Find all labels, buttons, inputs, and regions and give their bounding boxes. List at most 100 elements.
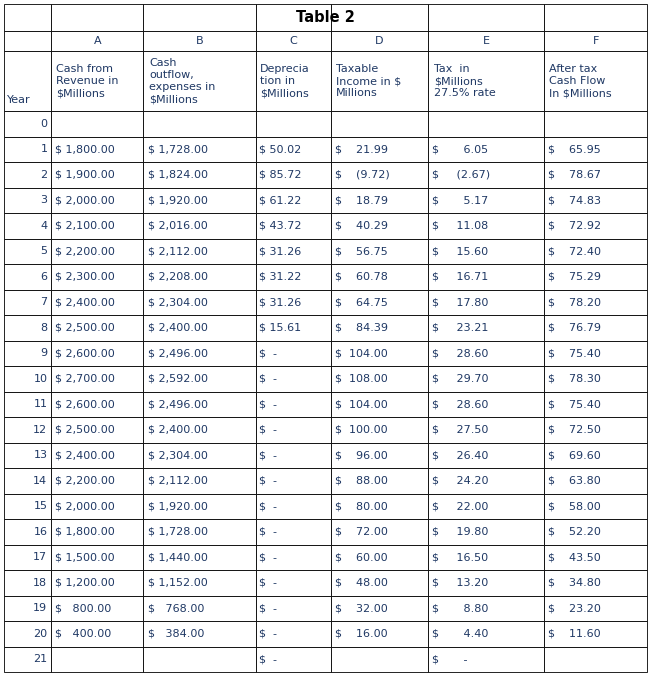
Text: $    72.50: $ 72.50 xyxy=(548,425,602,435)
Text: $     22.00: $ 22.00 xyxy=(432,501,489,511)
Bar xyxy=(4,239,51,264)
Bar xyxy=(256,646,331,672)
Bar xyxy=(428,468,544,493)
Bar xyxy=(143,519,256,544)
Bar xyxy=(256,111,331,137)
Bar xyxy=(544,341,647,366)
Text: $ 61.22: $ 61.22 xyxy=(260,195,302,206)
Text: $   384.00: $ 384.00 xyxy=(148,629,204,639)
Text: $       -: $ - xyxy=(432,654,468,665)
Text: $       6.05: $ 6.05 xyxy=(432,144,489,154)
Text: $    32.00: $ 32.00 xyxy=(335,603,387,613)
Bar xyxy=(331,366,428,391)
Bar xyxy=(143,596,256,621)
Bar xyxy=(4,137,51,162)
Text: $       4.40: $ 4.40 xyxy=(432,629,489,639)
Text: Year: Year xyxy=(7,95,31,105)
Bar xyxy=(544,621,647,646)
Text: $  -: $ - xyxy=(260,552,277,562)
Bar xyxy=(428,366,544,391)
Text: $    96.00: $ 96.00 xyxy=(335,450,387,460)
Bar xyxy=(428,137,544,162)
Bar xyxy=(331,519,428,544)
Text: 15: 15 xyxy=(33,501,48,511)
Bar xyxy=(428,315,544,341)
Text: $    88.00: $ 88.00 xyxy=(335,476,387,486)
Bar xyxy=(143,289,256,315)
Bar xyxy=(143,493,256,519)
Bar xyxy=(428,417,544,443)
Bar xyxy=(544,468,647,493)
Bar xyxy=(544,162,647,187)
Bar xyxy=(256,519,331,544)
Text: $ 2,600.00: $ 2,600.00 xyxy=(55,400,115,409)
Bar xyxy=(544,264,647,289)
Bar xyxy=(256,468,331,493)
Bar xyxy=(331,544,428,570)
Bar xyxy=(544,111,647,137)
Bar xyxy=(428,239,544,264)
Bar xyxy=(428,570,544,596)
Text: 5: 5 xyxy=(40,246,48,256)
Bar xyxy=(4,443,51,468)
Bar xyxy=(51,4,143,31)
Bar xyxy=(51,264,143,289)
Text: $    84.39: $ 84.39 xyxy=(335,322,387,333)
Bar xyxy=(143,391,256,417)
Text: $    18.79: $ 18.79 xyxy=(335,195,387,206)
Text: $    78.67: $ 78.67 xyxy=(548,170,602,180)
Text: $ 1,728.00: $ 1,728.00 xyxy=(148,527,208,537)
Text: $       5.17: $ 5.17 xyxy=(432,195,489,206)
Text: $ 2,300.00: $ 2,300.00 xyxy=(55,272,115,282)
Text: $ 85.72: $ 85.72 xyxy=(260,170,302,180)
Text: $    72.92: $ 72.92 xyxy=(548,221,602,231)
Text: $    56.75: $ 56.75 xyxy=(335,246,387,256)
Bar xyxy=(4,391,51,417)
Bar xyxy=(51,289,143,315)
Bar xyxy=(428,519,544,544)
Text: $    52.20: $ 52.20 xyxy=(548,527,602,537)
Bar xyxy=(428,646,544,672)
Text: $ 2,100.00: $ 2,100.00 xyxy=(55,221,115,231)
Text: $ 2,496.00: $ 2,496.00 xyxy=(148,348,208,358)
Text: $     (2.67): $ (2.67) xyxy=(432,170,491,180)
Bar xyxy=(51,646,143,672)
Text: $ 31.26: $ 31.26 xyxy=(260,297,301,308)
Bar xyxy=(331,264,428,289)
Bar xyxy=(544,519,647,544)
Bar xyxy=(331,417,428,443)
Text: $     13.20: $ 13.20 xyxy=(432,578,489,587)
Text: 13: 13 xyxy=(33,450,48,460)
Text: $  -: $ - xyxy=(260,425,277,435)
Bar xyxy=(143,162,256,187)
Text: $    60.00: $ 60.00 xyxy=(335,552,387,562)
Text: $  100.00: $ 100.00 xyxy=(335,425,387,435)
Text: $  -: $ - xyxy=(260,527,277,537)
Bar xyxy=(4,264,51,289)
Bar xyxy=(51,493,143,519)
Bar xyxy=(4,417,51,443)
Bar xyxy=(51,417,143,443)
Bar xyxy=(4,596,51,621)
Text: 8: 8 xyxy=(40,322,48,333)
Bar xyxy=(4,646,51,672)
Bar xyxy=(544,544,647,570)
Text: $    72.00: $ 72.00 xyxy=(335,527,387,537)
Bar xyxy=(4,289,51,315)
Bar xyxy=(143,544,256,570)
Bar xyxy=(51,596,143,621)
Text: $  -: $ - xyxy=(260,603,277,613)
Bar xyxy=(51,468,143,493)
Bar xyxy=(256,493,331,519)
Bar xyxy=(51,621,143,646)
Bar xyxy=(51,366,143,391)
Bar xyxy=(331,239,428,264)
Bar xyxy=(331,162,428,187)
Text: 7: 7 xyxy=(40,297,48,308)
Bar xyxy=(428,493,544,519)
Text: C: C xyxy=(290,36,298,46)
Bar xyxy=(544,51,647,111)
Bar xyxy=(4,493,51,519)
Text: $    78.30: $ 78.30 xyxy=(548,374,602,384)
Text: $    40.29: $ 40.29 xyxy=(335,221,387,231)
